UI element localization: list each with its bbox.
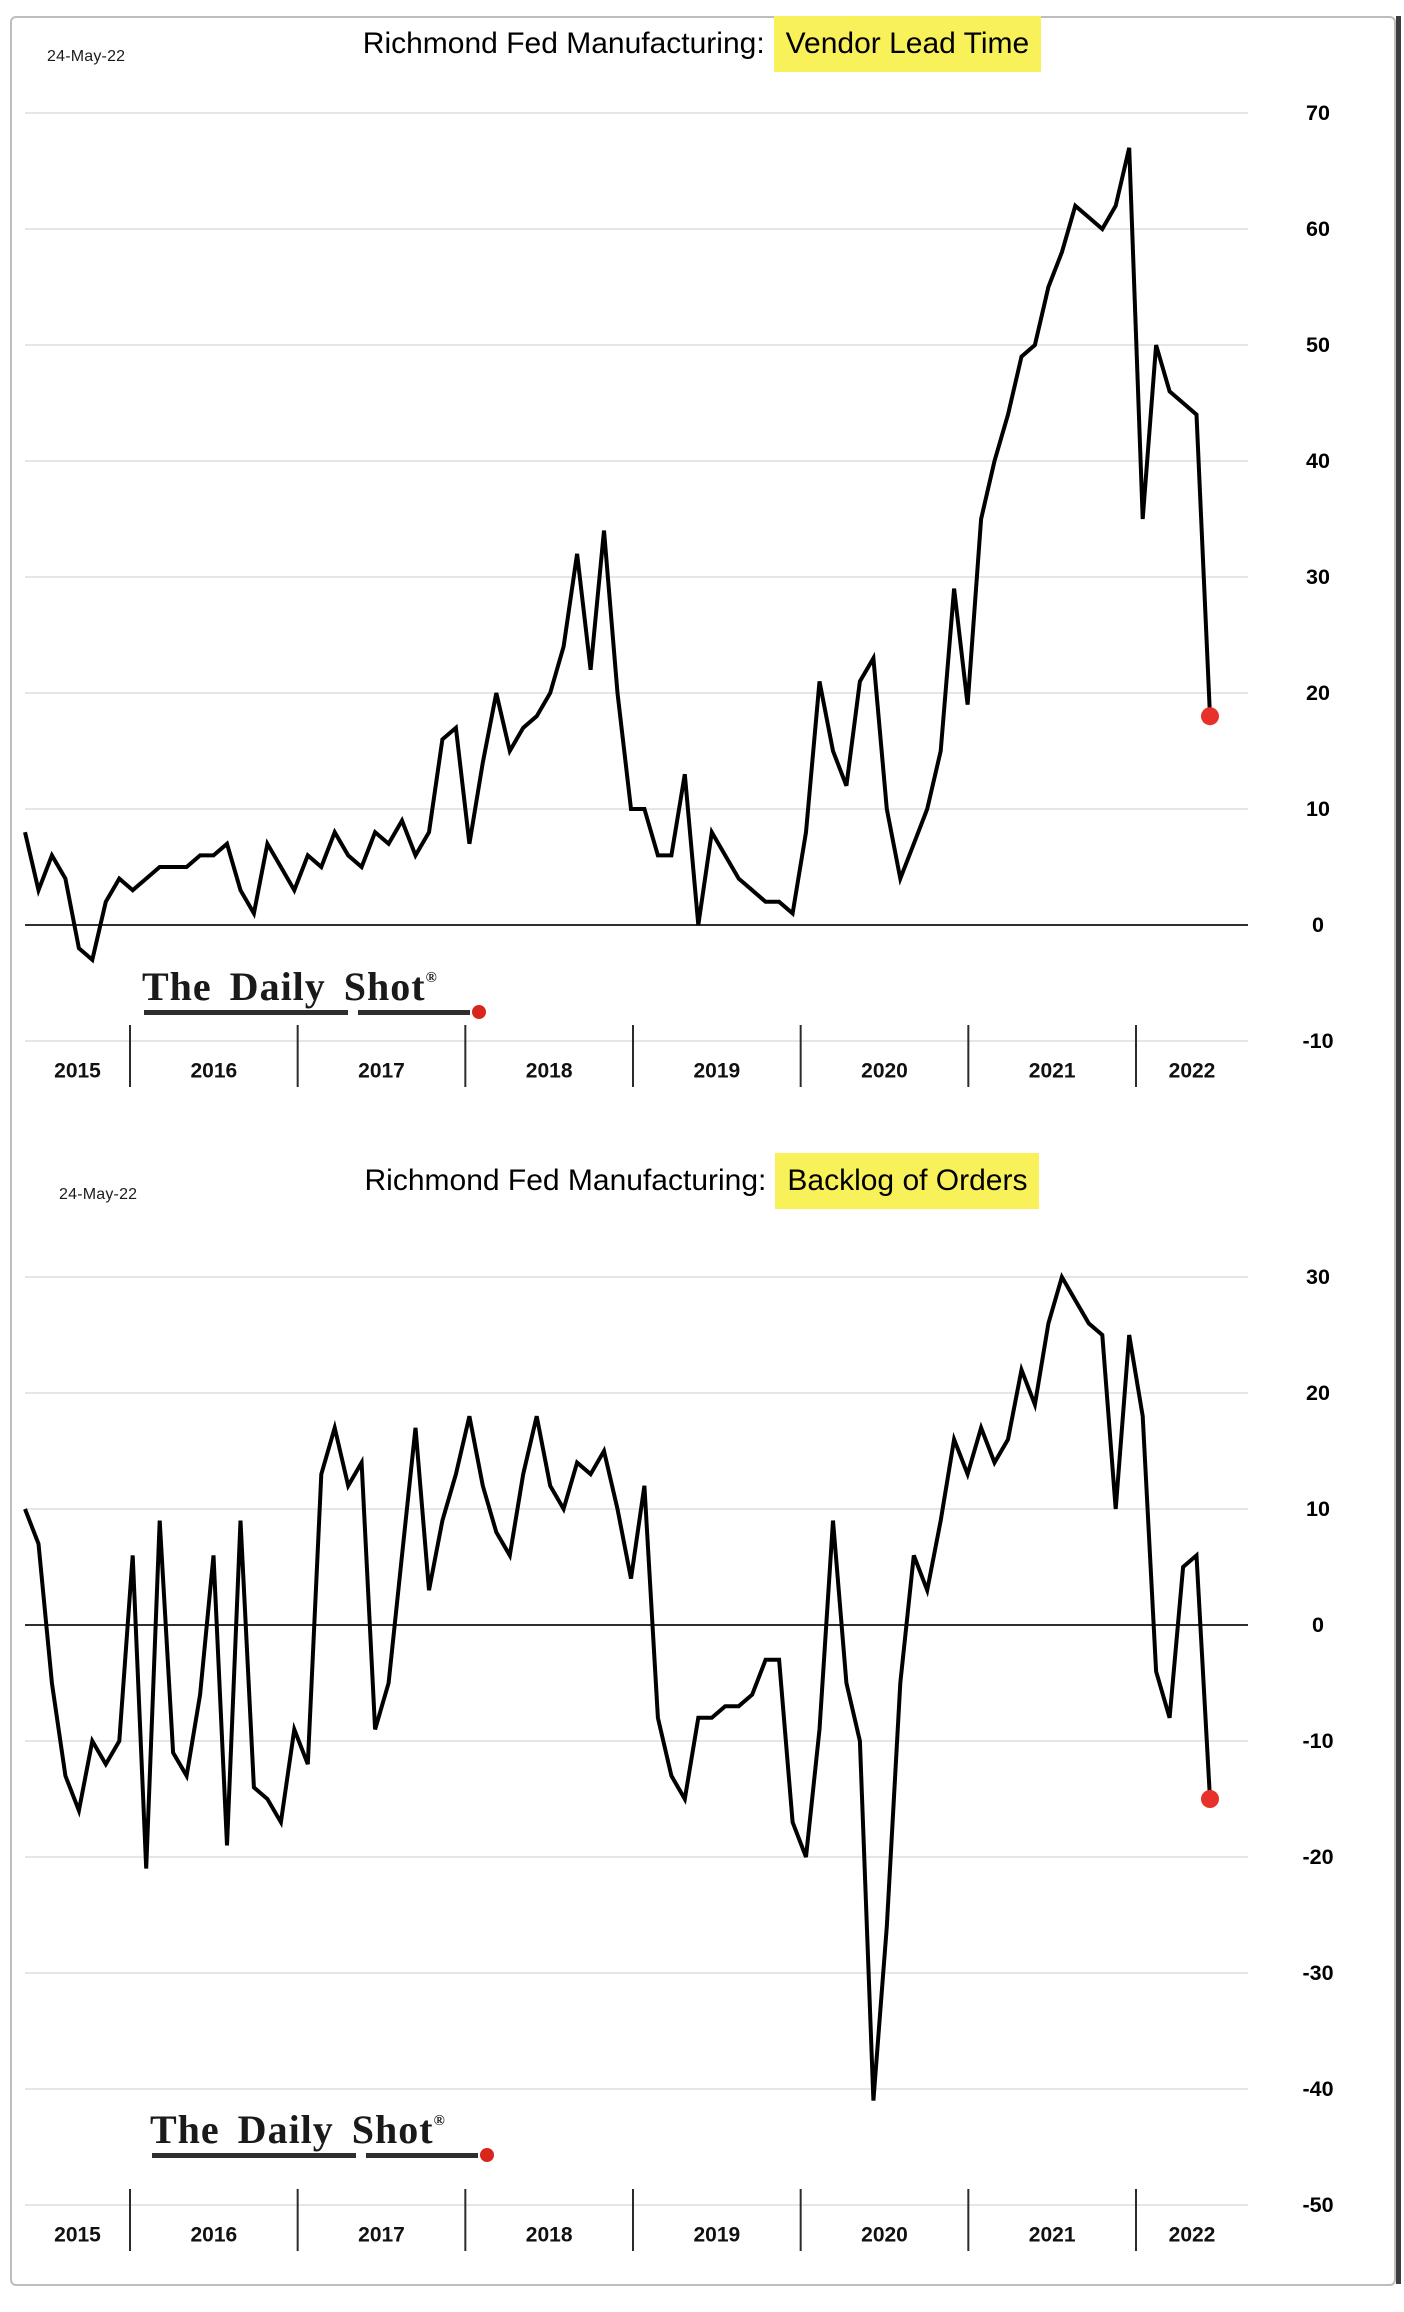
x-axis-year-label: 2017 bbox=[358, 1060, 405, 1083]
x-axis-year-label: 2017 bbox=[358, 2224, 405, 2247]
logo-underline-left bbox=[152, 2153, 356, 2158]
window-right-edge bbox=[1396, 16, 1401, 2284]
latest-point-dot bbox=[1201, 1790, 1219, 1808]
daily-shot-logo: The Daily Shot® bbox=[142, 963, 502, 1027]
y-axis-label: 30 bbox=[1306, 565, 1330, 589]
vendor-chart-date: 24-May-22 bbox=[47, 48, 126, 65]
logo-red-dot-icon bbox=[480, 2148, 494, 2162]
screenshot-frame bbox=[10, 16, 1396, 2286]
backlog-chart-date: 24-May-22 bbox=[59, 1186, 138, 1203]
y-axis-label: 30 bbox=[1306, 1265, 1330, 1289]
backlog-chart-title-highlight: Backlog of Orders bbox=[775, 1153, 1040, 1209]
series-line bbox=[23, 147, 1212, 964]
daily-shot-logo: The Daily Shot® bbox=[150, 2106, 510, 2170]
x-axis-year-label: 2015 bbox=[54, 1060, 101, 1083]
logo-underline-right bbox=[358, 1010, 470, 1015]
y-axis-label: 40 bbox=[1306, 449, 1330, 473]
daily-shot-logo-text: The Daily Shot bbox=[150, 2107, 434, 2152]
y-axis-label: -40 bbox=[1302, 2077, 1333, 2101]
y-axis-label: -20 bbox=[1302, 1845, 1333, 1869]
x-axis-year-label: 2020 bbox=[861, 2224, 908, 2247]
x-axis-year-label: 2015 bbox=[54, 2224, 101, 2247]
x-axis-year-label: 2019 bbox=[693, 2224, 740, 2247]
y-axis-label: -30 bbox=[1302, 1961, 1333, 1985]
y-axis-label: 0 bbox=[1312, 1613, 1324, 1637]
registered-mark: ® bbox=[425, 970, 437, 986]
x-axis-year-label: 2020 bbox=[861, 1060, 908, 1083]
y-axis-label: 0 bbox=[1312, 913, 1324, 937]
y-axis-label: 60 bbox=[1306, 217, 1330, 241]
logo-red-dot-icon bbox=[472, 1005, 486, 1019]
y-axis-label: 50 bbox=[1306, 333, 1330, 357]
vendor-chart-title-highlight: Vendor Lead Time bbox=[773, 16, 1042, 72]
x-axis-year-label: 2019 bbox=[693, 1060, 740, 1083]
registered-mark: ® bbox=[433, 2113, 445, 2129]
y-axis-label: 70 bbox=[1306, 101, 1330, 125]
x-axis-year-label: 2018 bbox=[526, 1060, 573, 1083]
y-axis-label: -10 bbox=[1302, 1729, 1333, 1753]
latest-point-dot bbox=[1201, 707, 1219, 726]
y-axis-label: 20 bbox=[1306, 681, 1330, 705]
daily-shot-logo-text: The Daily Shot bbox=[142, 964, 426, 1009]
x-axis-year-label: 2022 bbox=[1169, 1060, 1216, 1083]
x-axis-year-label: 2016 bbox=[190, 2224, 237, 2247]
vendor-chart-title: Richmond Fed Manufacturing: Vendor Lead … bbox=[0, 16, 1404, 72]
x-axis-year-label: 2021 bbox=[1029, 2224, 1076, 2247]
x-axis-year-label: 2021 bbox=[1029, 1060, 1076, 1083]
y-axis-label: -10 bbox=[1302, 1029, 1333, 1053]
backlog-chart-title-prefix: Richmond Fed Manufacturing: bbox=[364, 1164, 767, 1197]
x-axis-year-label: 2022 bbox=[1169, 2224, 1216, 2247]
y-axis-label: 10 bbox=[1306, 1497, 1330, 1521]
x-axis-year-label: 2018 bbox=[526, 2224, 573, 2247]
y-axis-label: 10 bbox=[1306, 797, 1330, 821]
series-line bbox=[23, 1271, 1212, 2101]
backlog-chart-title: Richmond Fed Manufacturing: Backlog of O… bbox=[0, 1153, 1404, 1209]
x-axis-year-label: 2016 bbox=[190, 1060, 237, 1083]
logo-underline-left bbox=[144, 1010, 348, 1015]
logo-underline-right bbox=[366, 2153, 478, 2158]
y-axis-label: -50 bbox=[1302, 2193, 1333, 2217]
vendor-chart-title-prefix: Richmond Fed Manufacturing: bbox=[362, 27, 765, 60]
y-axis-label: 20 bbox=[1306, 1381, 1330, 1405]
